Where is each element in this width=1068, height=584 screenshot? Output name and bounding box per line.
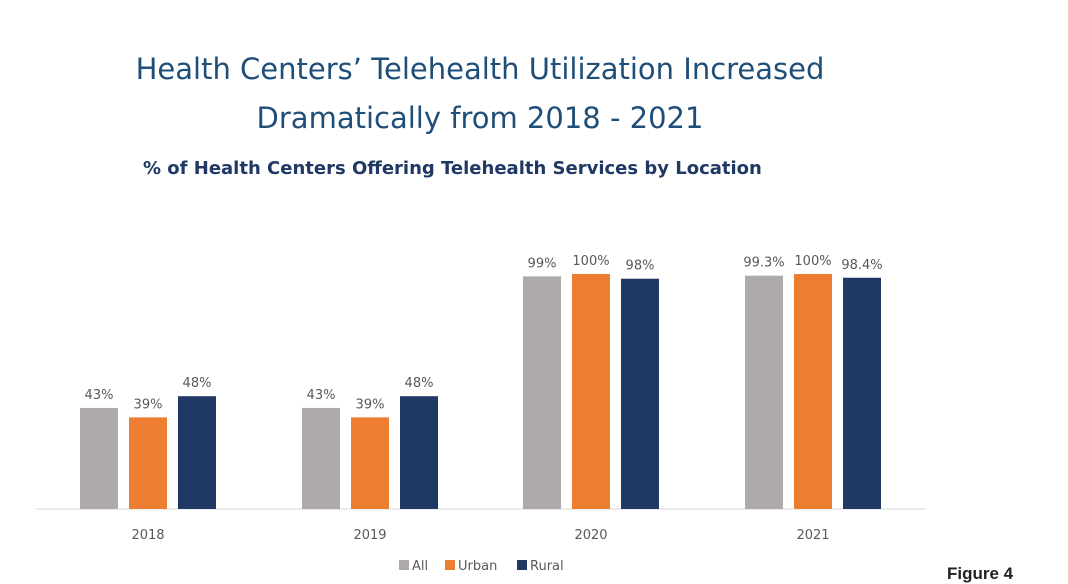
bar-rural-2020 bbox=[621, 278, 659, 509]
data-label-urban-2019: 39% bbox=[356, 397, 385, 412]
bar-urban-2018 bbox=[129, 417, 167, 509]
bar-rural-2021 bbox=[843, 277, 881, 509]
legend-label-rural: Rural bbox=[530, 559, 564, 574]
bar-rural-2018 bbox=[178, 396, 216, 509]
legend-label-all: All bbox=[412, 559, 428, 574]
bar-all-2019 bbox=[302, 407, 340, 509]
legend-swatch-all bbox=[399, 560, 409, 570]
data-label-rural-2019: 48% bbox=[405, 376, 434, 391]
data-label-all-2019: 43% bbox=[307, 388, 336, 403]
x-tick-label-2019: 2019 bbox=[353, 528, 386, 543]
data-label-all-2020: 99% bbox=[528, 256, 557, 271]
bar-all-2021 bbox=[745, 275, 783, 509]
x-tick-label-2020: 2020 bbox=[574, 528, 607, 543]
chart-subtitle: % of Health Centers Offering Telehealth … bbox=[143, 158, 762, 179]
figure-label: Figure 4 bbox=[947, 564, 1014, 583]
data-label-urban-2021: 100% bbox=[794, 254, 831, 269]
legend-swatch-rural bbox=[517, 560, 527, 570]
data-label-all-2018: 43% bbox=[85, 388, 114, 403]
data-label-rural-2020: 98% bbox=[626, 259, 655, 274]
bar-all-2020 bbox=[523, 276, 561, 509]
legend-swatch-urban bbox=[445, 560, 455, 570]
data-label-urban-2018: 39% bbox=[134, 397, 163, 412]
legend-label-urban: Urban bbox=[458, 559, 497, 574]
chart-title-line-2: Dramatically from 2018 - 2021 bbox=[256, 101, 704, 135]
bar-all-2018 bbox=[80, 407, 118, 509]
chart-title: Health Centers’ Telehealth Utilization I… bbox=[135, 52, 825, 86]
data-label-rural-2018: 48% bbox=[183, 376, 212, 391]
data-label-rural-2021: 98.4% bbox=[841, 258, 882, 273]
bar-urban-2020 bbox=[572, 274, 610, 509]
x-tick-label-2021: 2021 bbox=[796, 528, 829, 543]
bar-rural-2019 bbox=[400, 396, 438, 509]
x-tick-label-2018: 2018 bbox=[131, 528, 164, 543]
bar-urban-2021 bbox=[794, 274, 832, 509]
data-label-all-2021: 99.3% bbox=[743, 256, 784, 271]
data-label-urban-2020: 100% bbox=[572, 254, 609, 269]
bar-urban-2019 bbox=[351, 417, 389, 509]
